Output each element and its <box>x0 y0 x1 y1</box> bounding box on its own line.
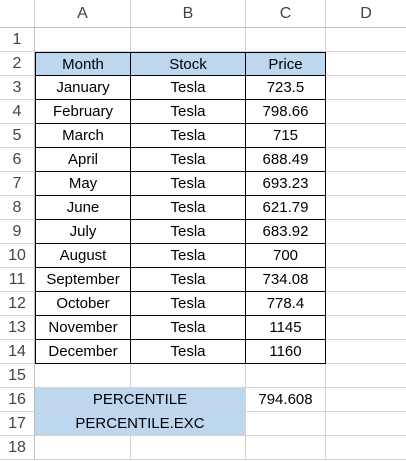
row-header[interactable]: 7 <box>0 172 35 196</box>
row-header[interactable]: 18 <box>0 436 35 460</box>
row-header[interactable]: 6 <box>0 148 35 172</box>
cell[interactable] <box>326 52 406 76</box>
cell-price[interactable]: 688.49 <box>246 148 326 172</box>
cell[interactable] <box>326 28 406 52</box>
cell[interactable] <box>246 364 326 388</box>
cell[interactable] <box>326 292 406 316</box>
column-header-b[interactable]: B <box>131 0 246 28</box>
cell[interactable] <box>326 412 406 436</box>
row-header[interactable]: 13 <box>0 316 35 340</box>
cell-stock[interactable]: Tesla <box>131 316 246 340</box>
cell-month[interactable]: September <box>35 268 131 292</box>
cell[interactable] <box>246 412 326 436</box>
row-header[interactable]: 2 <box>0 52 35 76</box>
cell-price[interactable]: 723.5 <box>246 76 326 100</box>
cell[interactable] <box>246 436 326 460</box>
cell-stock[interactable]: Tesla <box>131 244 246 268</box>
cell[interactable] <box>131 436 246 460</box>
cell-stock[interactable]: Tesla <box>131 100 246 124</box>
cell-stock[interactable]: Tesla <box>131 124 246 148</box>
column-header-a[interactable]: A <box>35 0 131 28</box>
cell[interactable] <box>326 196 406 220</box>
select-all-corner[interactable] <box>0 0 35 28</box>
cell-price[interactable]: 798.66 <box>246 100 326 124</box>
cell-month[interactable]: May <box>35 172 131 196</box>
cell[interactable] <box>131 28 246 52</box>
row-header[interactable]: 10 <box>0 244 35 268</box>
cell-month[interactable]: August <box>35 244 131 268</box>
formula-label-percentile[interactable]: PERCENTILE <box>35 388 246 412</box>
cell-month[interactable]: February <box>35 100 131 124</box>
cell-month[interactable]: June <box>35 196 131 220</box>
row-header[interactable]: 3 <box>0 76 35 100</box>
result-cell[interactable]: 794.608 <box>246 388 326 412</box>
cell-month[interactable]: January <box>35 76 131 100</box>
cell[interactable] <box>326 268 406 292</box>
cell[interactable] <box>326 244 406 268</box>
cell-price[interactable]: 683.92 <box>246 220 326 244</box>
cell-stock[interactable]: Tesla <box>131 172 246 196</box>
cell-month[interactable]: December <box>35 340 131 364</box>
cell[interactable] <box>326 364 406 388</box>
row-header[interactable]: 12 <box>0 292 35 316</box>
cell-price[interactable]: 715 <box>246 124 326 148</box>
cell-month[interactable]: April <box>35 148 131 172</box>
cell[interactable] <box>326 388 406 412</box>
row-header[interactable]: 16 <box>0 388 35 412</box>
row-header[interactable]: 5 <box>0 124 35 148</box>
row-header[interactable]: 8 <box>0 196 35 220</box>
row-header[interactable]: 9 <box>0 220 35 244</box>
cell[interactable] <box>326 124 406 148</box>
cell-stock[interactable]: Tesla <box>131 268 246 292</box>
table-header-price[interactable]: Price <box>246 52 326 76</box>
cell-price[interactable]: 778.4 <box>246 292 326 316</box>
cell[interactable] <box>131 364 246 388</box>
cell[interactable] <box>326 220 406 244</box>
cell-stock[interactable]: Tesla <box>131 340 246 364</box>
cell[interactable] <box>35 364 131 388</box>
cell[interactable] <box>326 436 406 460</box>
table-header-month[interactable]: Month <box>35 52 131 76</box>
row-header[interactable]: 15 <box>0 364 35 388</box>
cell-month[interactable]: November <box>35 316 131 340</box>
table-header-stock[interactable]: Stock <box>131 52 246 76</box>
formula-label-percentile-exc[interactable]: PERCENTILE.EXC <box>35 412 246 436</box>
cell-stock[interactable]: Tesla <box>131 196 246 220</box>
cell-price[interactable]: 621.79 <box>246 196 326 220</box>
cell-price[interactable]: 700 <box>246 244 326 268</box>
column-header-d[interactable]: D <box>326 0 406 28</box>
cell-month[interactable]: July <box>35 220 131 244</box>
cell-price[interactable]: 693.23 <box>246 172 326 196</box>
cell-stock[interactable]: Tesla <box>131 220 246 244</box>
cell[interactable] <box>326 100 406 124</box>
cell-stock[interactable]: Tesla <box>131 76 246 100</box>
cell[interactable] <box>35 436 131 460</box>
column-header-c[interactable]: C <box>246 0 326 28</box>
row-header[interactable]: 11 <box>0 268 35 292</box>
cell[interactable] <box>326 172 406 196</box>
cell-month[interactable]: October <box>35 292 131 316</box>
row-header[interactable]: 17 <box>0 412 35 436</box>
row-header[interactable]: 4 <box>0 100 35 124</box>
cell-stock[interactable]: Tesla <box>131 292 246 316</box>
cell[interactable] <box>246 28 326 52</box>
cell[interactable] <box>326 148 406 172</box>
cell-month[interactable]: March <box>35 124 131 148</box>
cell[interactable] <box>326 316 406 340</box>
cell-price[interactable]: 734.08 <box>246 268 326 292</box>
cell[interactable] <box>326 340 406 364</box>
row-header[interactable]: 1 <box>0 28 35 52</box>
cell-stock[interactable]: Tesla <box>131 148 246 172</box>
cell[interactable] <box>35 28 131 52</box>
row-header[interactable]: 14 <box>0 340 35 364</box>
cell[interactable] <box>326 76 406 100</box>
cell-price[interactable]: 1145 <box>246 316 326 340</box>
cell-price[interactable]: 1160 <box>246 340 326 364</box>
